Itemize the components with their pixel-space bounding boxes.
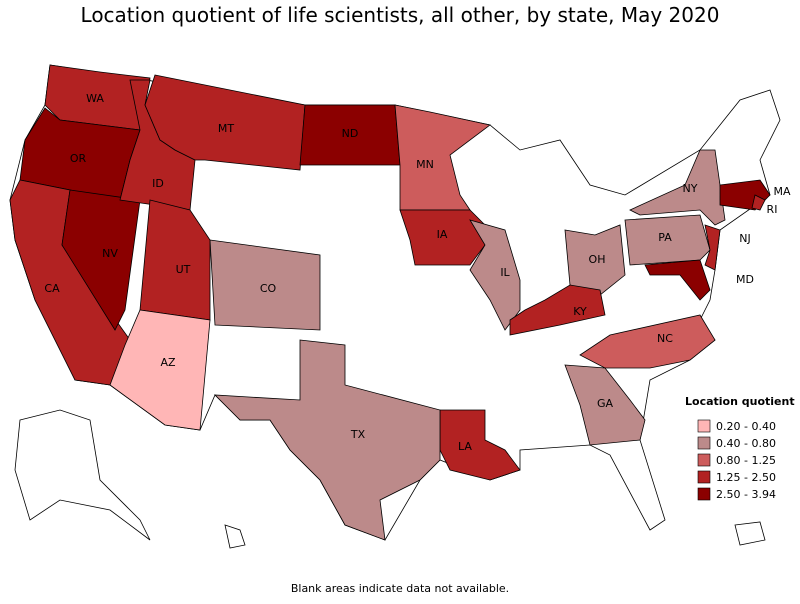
state [624, 214, 711, 266]
legend-swatch [697, 419, 711, 433]
state-label: UT [176, 263, 191, 276]
state-label: IL [500, 266, 510, 279]
state-label: MA [773, 185, 790, 198]
legend-label: 2.50 - 3.94 [716, 488, 776, 501]
state-label: MN [416, 158, 434, 171]
state-label: MT [218, 122, 234, 135]
footnote: Blank areas indicate data not available. [291, 582, 509, 595]
state [394, 104, 491, 211]
state-label: OH [589, 253, 606, 266]
state-label: ID [152, 177, 164, 190]
state-label: NV [102, 247, 118, 260]
legend-label: 0.80 - 1.25 [716, 454, 776, 467]
state [469, 219, 521, 331]
state-label: RI [767, 203, 778, 216]
legend-label: 0.40 - 0.80 [716, 437, 776, 450]
state [399, 209, 486, 266]
state [644, 259, 711, 301]
state-label: NY [683, 182, 698, 195]
legend-swatch [697, 436, 711, 450]
state-label: KY [573, 305, 587, 318]
state [629, 149, 726, 226]
state-label: NJ [739, 232, 750, 245]
title: Location quotient of life scientists, al… [81, 3, 720, 27]
state-label: GA [597, 397, 614, 410]
state-label: WA [86, 92, 104, 105]
state-label: TX [350, 428, 366, 441]
legend-swatch [697, 487, 711, 501]
state [704, 224, 721, 271]
state [509, 284, 606, 336]
state-label: IA [437, 228, 448, 241]
state-label: PA [658, 231, 672, 244]
legend-swatch [697, 470, 711, 484]
legend-swatch [697, 453, 711, 467]
state [213, 339, 441, 541]
legend-label: 0.20 - 0.40 [716, 420, 776, 433]
legend-label: 1.25 - 2.50 [716, 471, 776, 484]
legend-title: Location quotient [685, 395, 795, 408]
state-label: OR [70, 152, 87, 165]
state [139, 199, 211, 321]
state-label: ND [342, 127, 359, 140]
state [109, 309, 211, 431]
state-label: AZ [160, 356, 176, 369]
state [579, 314, 716, 369]
state [564, 364, 646, 446]
state [751, 194, 766, 211]
state [209, 239, 321, 331]
state-label: CO [260, 282, 277, 295]
blank-area [224, 524, 246, 549]
state-label: LA [458, 440, 472, 453]
state-label: NC [657, 332, 673, 345]
state-label: MD [736, 273, 754, 286]
state-label: CA [44, 282, 60, 295]
blank-area [734, 521, 766, 546]
blank-area [14, 409, 151, 541]
state [439, 409, 521, 481]
